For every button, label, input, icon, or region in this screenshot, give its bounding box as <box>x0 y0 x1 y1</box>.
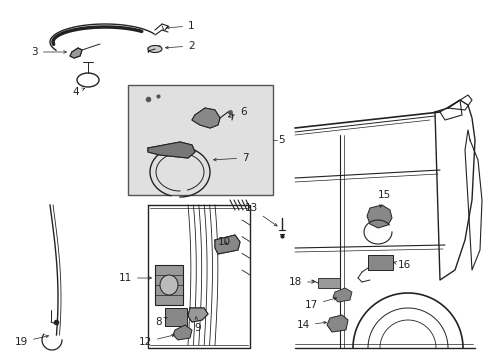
Text: 4: 4 <box>72 87 85 97</box>
Bar <box>128 85 273 195</box>
Text: 19: 19 <box>15 335 49 347</box>
Polygon shape <box>215 235 240 254</box>
Polygon shape <box>188 308 208 322</box>
Polygon shape <box>173 325 192 340</box>
Text: 7: 7 <box>214 153 248 163</box>
Bar <box>318 278 340 288</box>
Polygon shape <box>192 108 220 128</box>
Text: 12: 12 <box>139 334 174 347</box>
Polygon shape <box>148 142 195 158</box>
Bar <box>165 308 187 326</box>
Text: 10: 10 <box>218 237 231 247</box>
Text: 18: 18 <box>289 277 315 287</box>
Text: 15: 15 <box>378 190 391 207</box>
Text: 9: 9 <box>194 317 200 333</box>
Ellipse shape <box>160 275 178 295</box>
Text: 11: 11 <box>119 273 151 283</box>
Text: 2: 2 <box>166 41 195 51</box>
Polygon shape <box>333 288 352 302</box>
Text: 13: 13 <box>245 203 277 226</box>
Text: 3: 3 <box>31 47 67 57</box>
Text: 8: 8 <box>155 317 167 327</box>
Bar <box>155 265 183 305</box>
Bar <box>368 255 393 270</box>
Polygon shape <box>367 205 392 228</box>
Polygon shape <box>327 315 348 332</box>
Text: 6: 6 <box>228 107 246 117</box>
Text: 16: 16 <box>394 260 411 270</box>
Text: 5: 5 <box>278 135 285 145</box>
Polygon shape <box>70 48 82 58</box>
Text: 14: 14 <box>297 320 326 330</box>
Ellipse shape <box>148 45 162 53</box>
Text: 17: 17 <box>305 297 337 310</box>
Text: 1: 1 <box>167 21 195 31</box>
